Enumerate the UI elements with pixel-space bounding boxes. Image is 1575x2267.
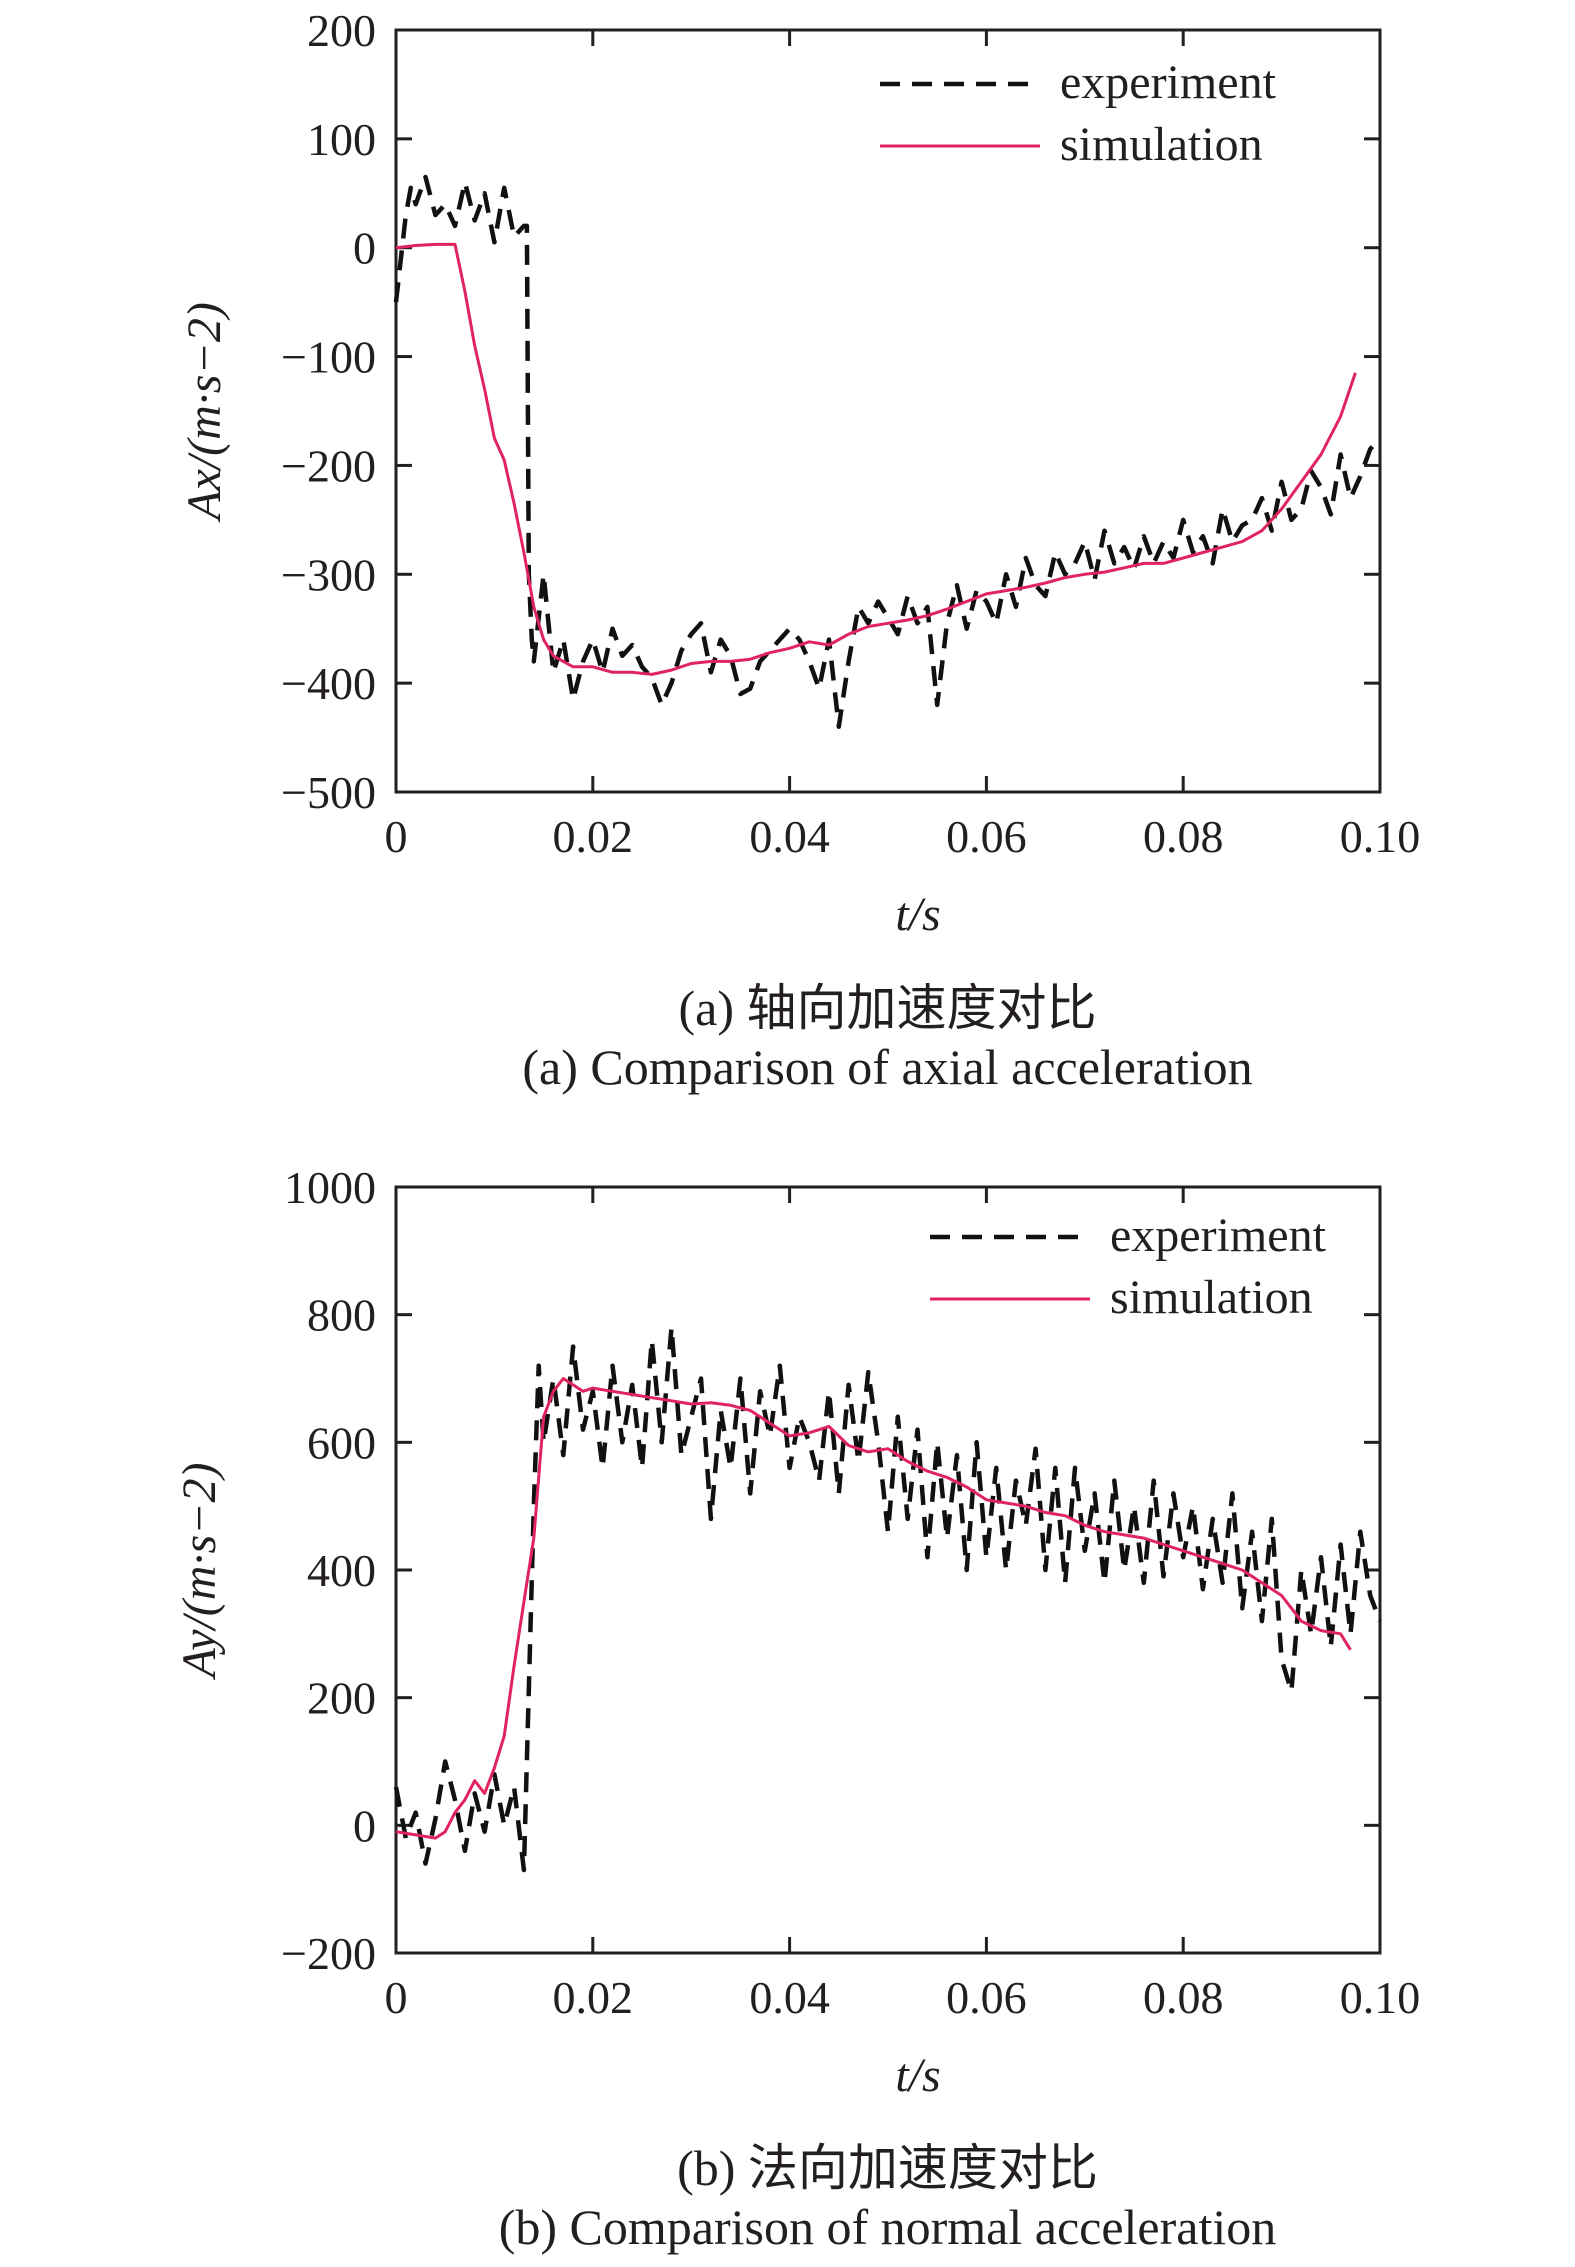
y-tick-label: −200 — [281, 440, 376, 491]
x-tick-label: 0.10 — [1340, 1972, 1421, 2023]
y-axis-title: Ax/(m·s−2) — [178, 302, 231, 523]
chart-axial: 0 0.02 0.04 0.06 0.08 0.10 200 100 0 −100 −200 −300… — [178, 5, 1420, 941]
legend-label-experiment: experiment — [1110, 1209, 1327, 1262]
y-tick-label: −500 — [281, 767, 376, 818]
x-tick-label: 0.02 — [553, 1972, 634, 2023]
series-line-experiment — [393, 174, 1382, 729]
x-tick-label: 0.04 — [749, 811, 830, 862]
y-tick-label: 800 — [307, 1290, 376, 1341]
y-tick-label: 0 — [353, 1800, 376, 1851]
x-tick-label: 0.06 — [946, 1972, 1027, 2023]
caption-a-english: (a) Comparison of axial acceleration — [522, 1039, 1253, 1095]
x-tick-label: 0.06 — [946, 811, 1027, 862]
y-tick-label: −400 — [281, 658, 376, 709]
caption-b-english: (b) Comparison of normal acceleration — [498, 2199, 1277, 2255]
x-axis-title: t/s — [895, 888, 940, 941]
legend-label-simulation: simulation — [1060, 118, 1263, 171]
y-axis-title: Ay/(m·s−2) — [173, 1462, 226, 1680]
chart-normal: 0 0.02 0.04 0.06 0.08 0.1010008006004002000−2… — [173, 1162, 1420, 2102]
x-tick-label: 0 — [385, 1972, 408, 2023]
y-tick-label: −300 — [281, 549, 376, 600]
x-tick-label: 0.08 — [1143, 1972, 1224, 2023]
y-tick-label: 400 — [307, 1545, 376, 1596]
legend-label-experiment: experiment — [1060, 56, 1277, 109]
x-tick-label: 0.02 — [553, 811, 634, 862]
series-line-experiment — [393, 1325, 1383, 1873]
y-tick-label: 200 — [307, 5, 376, 56]
x-tick-label: 0.04 — [749, 1972, 830, 2023]
plot-frame — [394, 28, 1382, 794]
series-line-simulation — [395, 1377, 1352, 1840]
y-tick-label: 0 — [353, 223, 376, 274]
x-tick-label: 0.08 — [1143, 811, 1224, 862]
caption-b-chinese: (b) 法向加速度对比 — [677, 2140, 1098, 2196]
y-tick-label: 100 — [307, 114, 376, 165]
x-axis-title: t/s — [895, 2049, 940, 2102]
x-tick-label: 0 — [385, 811, 408, 862]
legend-label-simulation: simulation — [1110, 1271, 1313, 1324]
y-tick-label: −100 — [281, 332, 376, 383]
series-line-simulation — [395, 242, 1357, 676]
x-tick-label: 0.10 — [1340, 811, 1421, 862]
y-tick-label: 200 — [307, 1673, 376, 1724]
y-tick-label: 1000 — [284, 1162, 376, 1213]
y-tick-label: 600 — [307, 1417, 376, 1468]
caption-a-chinese: (a) 轴向加速度对比 — [678, 980, 1097, 1036]
y-tick-label: −200 — [281, 1928, 376, 1979]
